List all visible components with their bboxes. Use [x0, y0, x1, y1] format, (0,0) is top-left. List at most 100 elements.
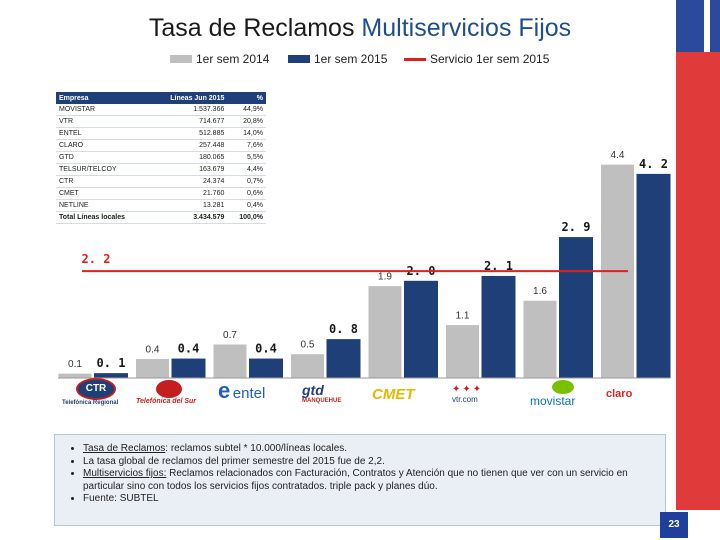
label-2014-5: 1.1 [456, 311, 470, 322]
note-3-label: Multiservicios fijos: [83, 468, 167, 479]
bar-2014-4 [367, 285, 403, 379]
movistar-m-icon [552, 380, 574, 394]
bar-2015-1 [171, 358, 206, 378]
table-header-cell: Líneas Jun 2015 [149, 92, 228, 104]
table-row: CMET 21.760 0,6% [56, 187, 266, 200]
table-cell: ENTEL [56, 127, 150, 140]
ctr-logo-sub: Telefónica Regional [62, 400, 119, 406]
claro-logo: claro [606, 388, 632, 400]
bar-2015-3 [326, 339, 361, 378]
note-item: Multiservicios fijos: Reclamos relaciona… [83, 468, 657, 493]
table-cell: 4,4% [227, 163, 266, 176]
table-cell: 512.885 [149, 127, 228, 140]
vtr-logo: ✦✦✦ vtr.com [452, 384, 483, 404]
legend-swatch-1 [170, 55, 192, 63]
notes-box: Tasa de Reclamos: reclamos subtel * 10.0… [54, 434, 666, 526]
ctr-logo-mark: CTR [76, 378, 116, 400]
table-header-cell: % [227, 92, 266, 104]
table-cell: 7,6% [227, 139, 266, 152]
vtr-logo-text: vtr.com [452, 395, 478, 404]
label-2015-5: 2. 1 [484, 259, 513, 273]
note-1-text: : reclamos subtel * 10.000/líneas locale… [165, 443, 348, 454]
label-2014-0: 0.1 [68, 359, 82, 370]
table-cell: 180.065 [149, 151, 228, 164]
telsur-logo-text: Telefónica del Sur [136, 398, 197, 405]
claro-logo-text: claro [606, 388, 633, 400]
table-cell: CMET [56, 187, 150, 200]
legend-series-1: 1er sem 2014 [170, 52, 269, 66]
table-cell: 163.679 [149, 163, 228, 176]
table-cell: 13.281 [149, 199, 228, 212]
cmet-logo: CMET [372, 386, 415, 403]
legend-line-swatch [404, 57, 426, 61]
table-cell: CTR [56, 175, 150, 188]
table-cell: 0,6% [227, 187, 266, 200]
legend-line-label: Servicio 1er sem 2015 [430, 52, 550, 66]
bar-2014-1 [135, 358, 170, 379]
note-2-text: La tasa global de reclamos del primer se… [83, 455, 385, 467]
table-cell: 14,0% [227, 127, 266, 140]
label-2015-3: 0. 8 [329, 322, 358, 336]
movistar-logo-text: movistar [530, 394, 576, 408]
label-2014-1: 0.4 [146, 345, 160, 356]
bar-2014-3 [290, 353, 325, 379]
table-row: VTR 714.677 20,8% [56, 115, 266, 128]
table-cell: 1.537.366 [149, 104, 228, 116]
title-part-1: Tasa de Reclamos [148, 14, 362, 42]
flag-blue-band [676, 0, 720, 52]
label-2014-4: 1.9 [378, 272, 392, 283]
table-cell: 21.760 [149, 187, 228, 200]
note-1-label: Tasa de Reclamos [83, 443, 166, 454]
table-cell: NETLINE [56, 199, 150, 212]
lines-table: Empresa Líneas Jun 2015 % MOVISTAR 1.537.… [56, 92, 266, 224]
page-title: Tasa de Reclamos Multiservicios Fijos [0, 14, 720, 43]
table-total-row: Total Líneas locales 3.434.579 100,0% [56, 211, 266, 224]
table-row: ENTEL 512.885 14,0% [56, 127, 266, 140]
table-cell: 5,5% [227, 151, 266, 164]
table-row: GTD 180.065 5,5% [56, 151, 266, 164]
bar-2014-2 [212, 343, 248, 379]
bar-2015-4 [404, 280, 438, 378]
entel-logo-text: entel [232, 385, 266, 402]
table-cell: MOVISTAR [56, 104, 150, 116]
entel-e-icon: e [218, 378, 231, 403]
label-2014-7: 4.4 [611, 150, 625, 161]
ctr-logo: CTR Telefónica Regional [62, 378, 118, 406]
table-cell: 3.434.579 [149, 211, 228, 224]
table-row: NETLINE 13.281 0,4% [56, 199, 266, 212]
reference-line-label: 2. 2 [82, 252, 111, 266]
legend-series-2: 1er sem 2015 [288, 52, 387, 66]
page-number: 23 [660, 512, 688, 538]
label-2014-3: 0.5 [301, 340, 315, 351]
entel-logo: e entel [218, 378, 265, 404]
legend-label-1: 1er sem 2014 [196, 52, 270, 66]
note-item: Fuente: SUBTEL [83, 493, 657, 506]
table-header-cell: Empresa [56, 92, 150, 104]
gtd-logo-text: gtd [302, 382, 324, 398]
table-cell: Total Líneas locales [56, 211, 150, 224]
bar-2015-0 [94, 373, 128, 378]
table-cell: 20,8% [227, 115, 266, 128]
label-2015-2: 0.4 [255, 342, 277, 356]
label-2015-0: 0. 1 [97, 356, 126, 370]
table-cell: 0,7% [227, 175, 266, 188]
table-cell: GTD [56, 151, 150, 164]
flag-white-stripe [704, 0, 710, 52]
label-2015-7: 4. 2 [639, 157, 668, 171]
legend-line: Servicio 1er sem 2015 [404, 52, 549, 66]
table-row: TELSUR/TELCOY 163.679 4,4% [56, 163, 266, 176]
table-cell: 714.677 [149, 115, 228, 128]
label-2015-6: 2. 9 [562, 220, 591, 234]
cmet-logo-text: CMET [372, 386, 415, 403]
table-cell: 24.374 [149, 175, 228, 188]
legend-label-2: 1er sem 2015 [314, 52, 388, 66]
note-3-text: Reclamos relacionados con Facturación, C… [83, 468, 628, 492]
table-row: CLARO 257.448 7,6% [56, 139, 266, 152]
vtr-stars-icon: ✦✦✦ [452, 384, 484, 395]
telsur-globe-icon [156, 380, 182, 398]
table-header-row: Empresa Líneas Jun 2015 % [56, 92, 266, 104]
table-cell: VTR [56, 115, 150, 128]
gtd-logo-sub: MANQUEHUE [302, 398, 342, 404]
bar-2015-2 [249, 358, 283, 378]
table-cell: 0,4% [227, 199, 266, 212]
